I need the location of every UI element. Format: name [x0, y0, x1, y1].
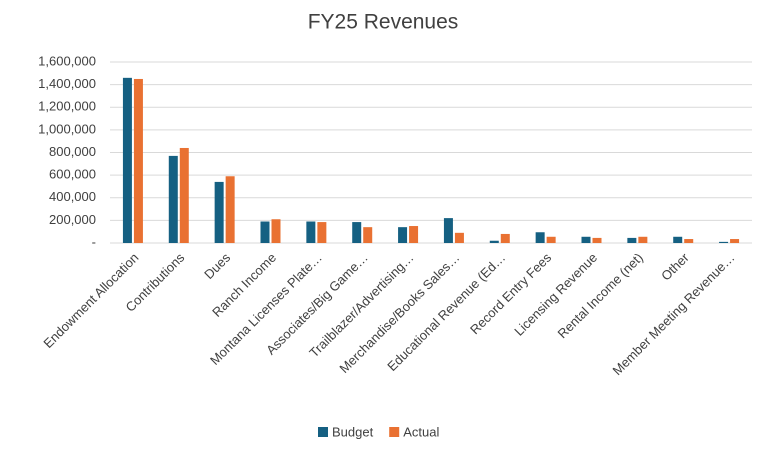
bar	[398, 227, 408, 243]
bar	[500, 233, 510, 243]
bar	[271, 219, 281, 243]
bar	[260, 221, 270, 243]
bar	[730, 239, 740, 243]
bar	[673, 236, 683, 243]
y-tick-label: 400,000	[49, 189, 96, 204]
bar	[352, 222, 362, 243]
y-tick-label: 1,400,000	[38, 76, 96, 91]
bar	[306, 221, 316, 243]
bar	[454, 232, 464, 243]
bar	[489, 240, 499, 243]
bar	[363, 227, 373, 243]
legend-swatch	[318, 427, 328, 437]
bar	[627, 237, 637, 243]
y-tick-label: 1,600,000	[38, 53, 96, 68]
legend-label: Budget	[332, 424, 374, 439]
bar	[535, 232, 545, 243]
y-tick-label: 1,200,000	[38, 99, 96, 114]
bar	[638, 236, 648, 243]
legend-label: Actual	[403, 424, 439, 439]
bar	[592, 237, 602, 243]
bar	[122, 77, 132, 244]
bar	[684, 239, 694, 243]
bar	[443, 218, 453, 243]
bar	[225, 176, 235, 243]
y-tick-label: 1,000,000	[38, 121, 96, 136]
bar	[317, 222, 327, 243]
y-tick-label: 200,000	[49, 212, 96, 227]
bar	[214, 181, 224, 243]
bar	[581, 236, 591, 243]
legend-swatch	[389, 427, 400, 437]
chart-title: FY25 Revenues	[308, 11, 459, 34]
bar	[168, 155, 178, 243]
bar	[719, 241, 729, 243]
bar	[133, 78, 143, 243]
y-tick-label: -	[92, 234, 96, 249]
y-tick-label: 600,000	[49, 167, 96, 182]
bar	[179, 147, 189, 243]
bar	[409, 226, 419, 243]
y-tick-label: 800,000	[49, 144, 96, 159]
bar	[546, 236, 556, 243]
